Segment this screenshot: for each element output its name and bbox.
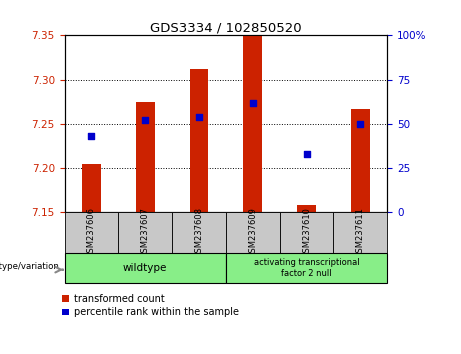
Bar xyxy=(189,69,208,212)
Title: GDS3334 / 102850520: GDS3334 / 102850520 xyxy=(150,21,301,34)
Bar xyxy=(82,164,101,212)
Bar xyxy=(136,102,154,212)
Point xyxy=(249,100,256,105)
FancyBboxPatch shape xyxy=(280,212,333,253)
FancyBboxPatch shape xyxy=(226,253,387,283)
Point xyxy=(303,151,310,157)
Legend: transformed count, percentile rank within the sample: transformed count, percentile rank withi… xyxy=(60,292,241,319)
Bar xyxy=(351,109,370,212)
Bar xyxy=(297,205,316,212)
Point xyxy=(357,121,364,127)
Text: GSM237607: GSM237607 xyxy=(141,207,150,258)
FancyBboxPatch shape xyxy=(333,212,387,253)
Text: wildtype: wildtype xyxy=(123,263,167,273)
Text: GSM237609: GSM237609 xyxy=(248,207,257,258)
Point xyxy=(142,118,149,123)
Text: GSM237606: GSM237606 xyxy=(87,207,96,258)
Text: genotype/variation: genotype/variation xyxy=(0,262,59,271)
Text: activating transcriptional
factor 2 null: activating transcriptional factor 2 null xyxy=(254,258,360,278)
FancyBboxPatch shape xyxy=(65,212,118,253)
FancyBboxPatch shape xyxy=(226,212,280,253)
Bar xyxy=(243,35,262,212)
Point xyxy=(195,114,203,120)
FancyBboxPatch shape xyxy=(172,212,226,253)
Text: GSM237608: GSM237608 xyxy=(195,207,203,258)
Point xyxy=(88,133,95,139)
FancyBboxPatch shape xyxy=(65,253,226,283)
Text: GSM237611: GSM237611 xyxy=(356,207,365,258)
FancyBboxPatch shape xyxy=(118,212,172,253)
Text: GSM237610: GSM237610 xyxy=(302,207,311,258)
